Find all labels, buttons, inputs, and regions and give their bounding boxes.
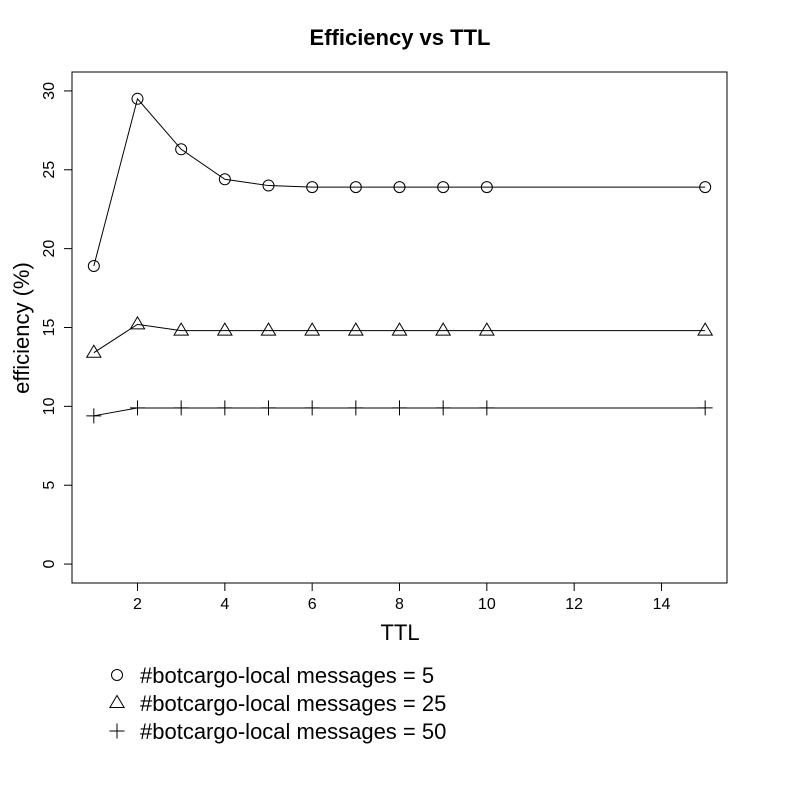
data-point (304, 400, 320, 416)
legend-marker (108, 694, 126, 708)
legend: #botcargo-local messages = 5 #botcargo-lo… (108, 663, 446, 744)
x-tick-label: 6 (308, 596, 317, 613)
data-point (437, 181, 450, 194)
legend-marker (111, 669, 123, 681)
data-point (304, 322, 321, 336)
data-point (478, 322, 495, 336)
series-2 (85, 315, 714, 358)
legend-item: #botcargo-local messages = 25 (108, 691, 446, 716)
data-point (216, 322, 233, 336)
x-tick-label: 4 (220, 596, 229, 613)
y-tick-label: 20 (41, 240, 58, 258)
data-point (175, 143, 188, 156)
series-1 (87, 92, 712, 272)
x-tick-label: 12 (565, 596, 583, 613)
data-point (217, 400, 233, 416)
data-point (260, 322, 277, 336)
data-point (697, 322, 714, 336)
y-tick-label: 30 (41, 82, 58, 100)
y-tick-label: 25 (41, 161, 58, 179)
x-axis-label: TTL (380, 620, 419, 645)
data-point (392, 400, 407, 416)
data-point (435, 400, 451, 416)
data-point (480, 181, 493, 194)
series-3 (86, 400, 713, 424)
data-point (699, 181, 712, 194)
data-point (173, 400, 189, 416)
legend-item: #botcargo-local messages = 50 (109, 719, 446, 744)
data-point (173, 322, 190, 336)
y-tick-label: 10 (41, 397, 58, 415)
data-point (435, 322, 452, 336)
x-tick-label: 14 (653, 596, 671, 613)
x-tick-label: 2 (133, 596, 142, 613)
y-axis-label: efficiency (%) (9, 262, 34, 394)
legend-item: #botcargo-local messages = 5 (111, 663, 434, 688)
plot-frame (71, 71, 728, 584)
chart-title: Efficiency vs TTL (310, 25, 491, 50)
data-point (391, 322, 408, 336)
data-point (479, 400, 495, 416)
legend-label: #botcargo-local messages = 50 (140, 719, 446, 744)
y-tick-label: 15 (41, 319, 58, 337)
data-point (129, 315, 146, 330)
data-point (393, 181, 406, 194)
legend-label: #botcargo-local messages = 5 (140, 663, 434, 688)
data-point (130, 400, 145, 416)
data-point (347, 322, 364, 336)
data-point (87, 259, 100, 272)
series-layer (85, 92, 714, 424)
x-axis: 2 4 6 8 10 12 14 (133, 582, 671, 613)
legend-label: #botcargo-local messages = 25 (140, 691, 446, 716)
data-point (697, 400, 713, 416)
series-line (93, 323, 706, 354)
data-point (218, 173, 231, 186)
y-axis: 0 5 10 15 20 25 30 (41, 82, 73, 569)
data-point (348, 400, 364, 416)
y-tick-label: 0 (41, 560, 58, 569)
x-tick-label: 10 (478, 596, 496, 613)
data-point (262, 179, 275, 192)
data-point (349, 181, 362, 194)
series-line (93, 97, 706, 267)
legend-marker (109, 723, 125, 739)
data-point (306, 181, 319, 194)
x-tick-label: 8 (395, 596, 404, 613)
y-tick-label: 5 (41, 481, 58, 490)
data-point (261, 400, 276, 416)
data-point (131, 92, 144, 105)
data-point (85, 344, 102, 358)
data-point (86, 408, 102, 424)
